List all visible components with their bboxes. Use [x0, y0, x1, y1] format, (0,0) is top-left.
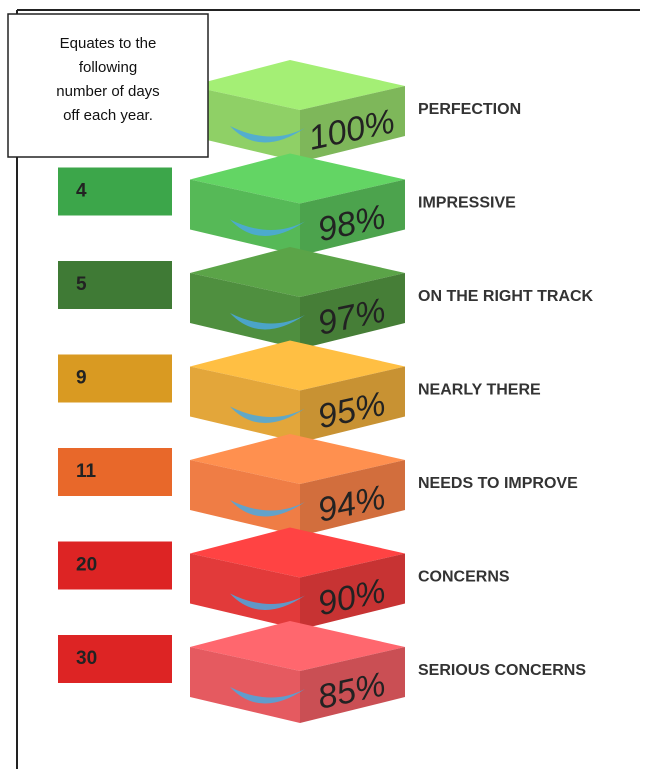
note-line: off each year. — [63, 107, 153, 124]
note-line: Equates to the — [60, 35, 157, 52]
status-label: SERIOUS CONCERNS — [418, 662, 586, 679]
status-label: NEEDS TO IMPROVE — [418, 475, 578, 492]
days-value: 11 — [76, 461, 97, 482]
status-label: CONCERNS — [418, 569, 510, 586]
days-value: 9 — [76, 368, 87, 389]
status-label: PERFECTION — [418, 101, 521, 118]
status-label: ON THE RIGHT TRACK — [418, 288, 594, 305]
page: 100%PERFECTION98%IMPRESSIVE497%ON THE RI… — [0, 0, 646, 769]
status-label: NEARLY THERE — [418, 382, 541, 399]
days-value: 5 — [76, 274, 87, 295]
note-line: following — [79, 59, 137, 76]
infographic: 100%PERFECTION98%IMPRESSIVE497%ON THE RI… — [0, 0, 646, 769]
days-value: 20 — [76, 555, 97, 576]
days-value: 4 — [76, 181, 87, 202]
row: 100%PERFECTION — [190, 60, 521, 162]
days-value: 30 — [76, 648, 97, 669]
note-line: number of days — [56, 83, 159, 100]
status-label: IMPRESSIVE — [418, 195, 516, 212]
